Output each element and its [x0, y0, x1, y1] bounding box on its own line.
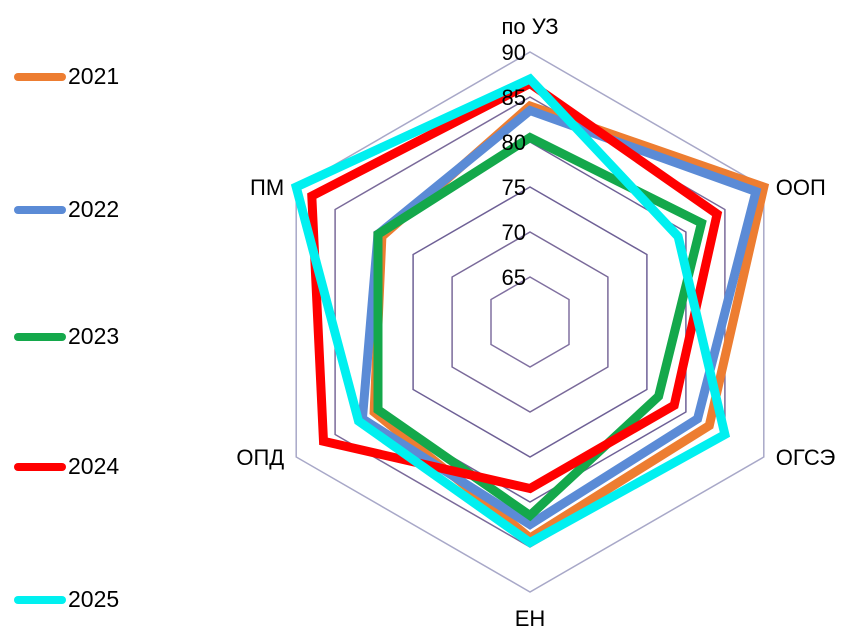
grid-ring-85: [334, 96, 726, 548]
series-line-2025: [290, 73, 731, 548]
tick-label-65: 65: [502, 265, 526, 290]
radar-tick-labels: 65 70 75 80 85 90: [502, 40, 526, 290]
tick-label-90: 90: [502, 40, 526, 65]
legend-label: 2022: [68, 196, 120, 222]
radar-axis-labels: по УЗ ООП ОГСЭ ЕН ОПД ПМ: [236, 14, 835, 631]
legend-item-2024: 2024: [14, 455, 119, 478]
tick-label-75: 75: [502, 175, 526, 200]
series-line-2023: [373, 132, 707, 522]
series-line-2024: [307, 78, 723, 494]
grid-ring-75: [412, 186, 648, 458]
radar-series: [290, 73, 770, 548]
legend-label: 2025: [68, 586, 120, 612]
legend-swatch: [14, 72, 66, 81]
legend: 2021 2022 2023 2024 2025: [0, 0, 160, 644]
legend-item-2025: 2025: [14, 588, 119, 611]
legend-item-2022: 2022: [14, 198, 119, 221]
tick-label-70: 70: [502, 220, 526, 245]
axis-label-2: ОГСЭ: [776, 445, 836, 470]
axis-label-0: по УЗ: [501, 14, 558, 39]
axis-label-3: ЕН: [515, 606, 546, 631]
grid-ring-65: [490, 276, 570, 368]
axis-label-4: ОПД: [236, 445, 284, 470]
legend-label: 2024: [68, 453, 120, 479]
legend-item-2021: 2021: [14, 65, 119, 88]
legend-label: 2023: [68, 323, 120, 349]
axis-label-5: ПМ: [250, 175, 284, 200]
grid-ring-70: [451, 231, 609, 413]
legend-swatch: [14, 205, 66, 214]
legend-swatch: [14, 462, 66, 471]
axis-label-1: ООП: [776, 175, 826, 200]
legend-swatch: [14, 332, 66, 341]
legend-item-2023: 2023: [14, 325, 119, 348]
tick-label-85: 85: [502, 85, 526, 110]
tick-label-80: 80: [502, 130, 526, 155]
legend-swatch: [14, 595, 66, 604]
legend-label: 2021: [68, 63, 120, 89]
